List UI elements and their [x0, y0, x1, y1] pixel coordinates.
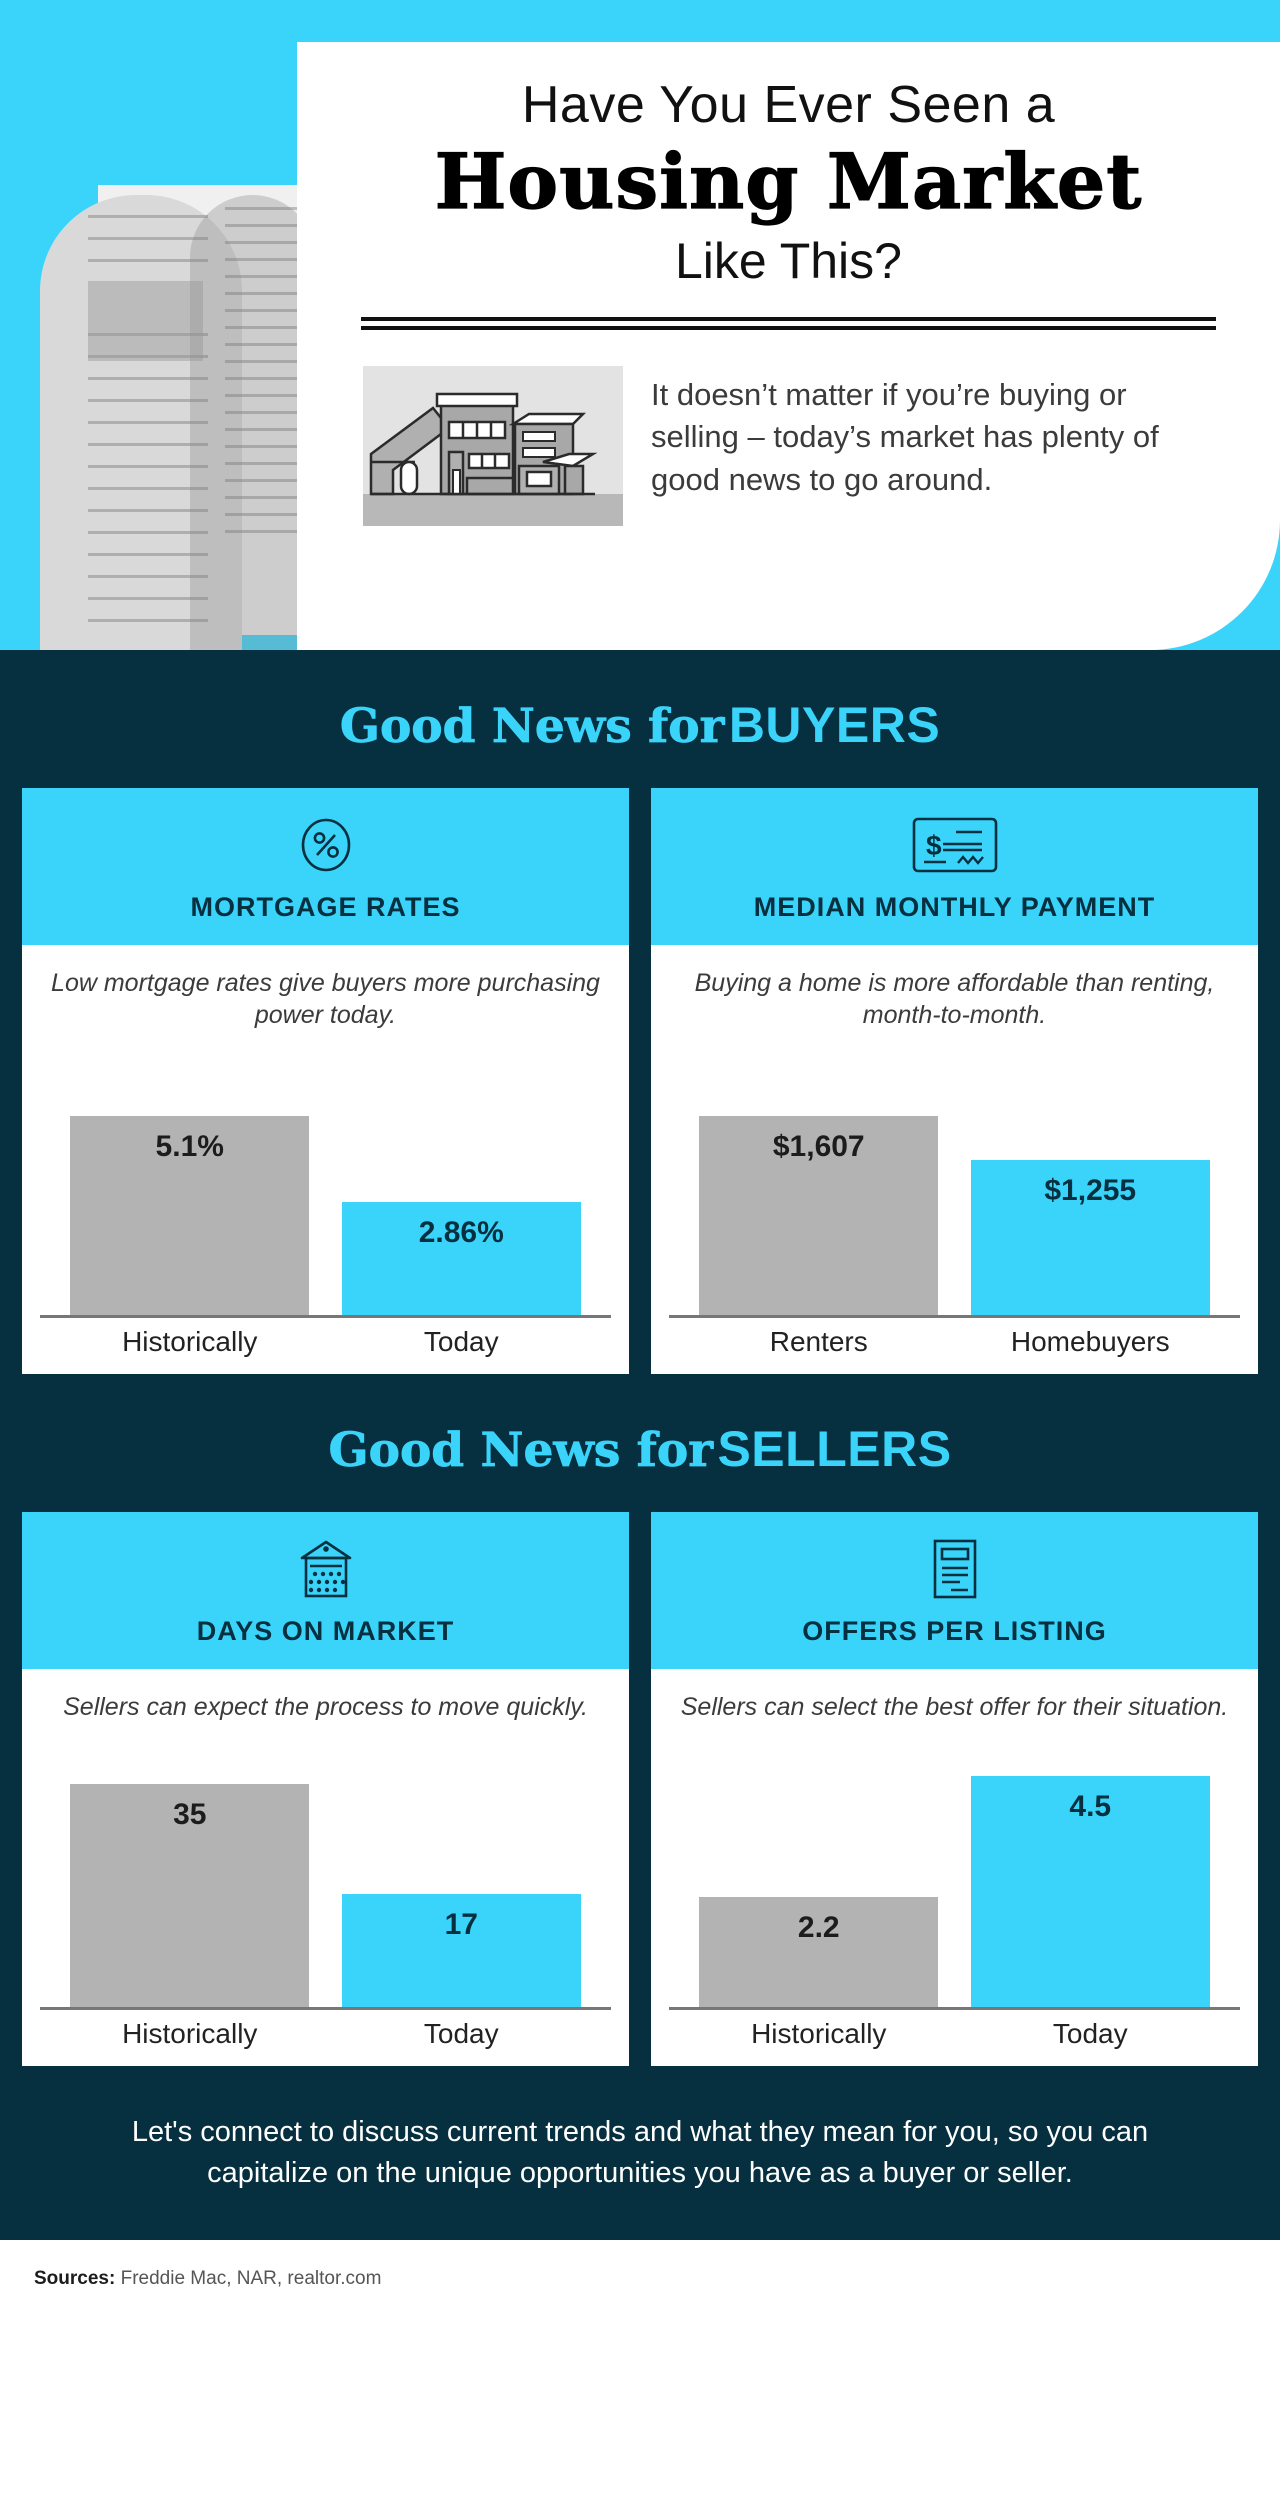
bar-renters: $1,607 — [699, 1115, 939, 1315]
card-title: OFFERS PER LISTING — [802, 1616, 1107, 1646]
axis-label: Today — [423, 2018, 499, 2049]
axis-label: Today — [423, 1326, 499, 1357]
axis-labels: Historically Today — [669, 2010, 1240, 2050]
section-heading-sellers: Good News for SELLERS — [0, 1374, 1280, 1512]
svg-text:$: $ — [926, 830, 942, 861]
hero-header: Have You Ever Seen a Housing Market Like… — [0, 0, 1280, 650]
card-subtitle: Buying a home is more affordable than re… — [694, 969, 1215, 1029]
section-heading-bold: BUYERS — [728, 697, 941, 753]
card-subtitle: Low mortgage rates give buyers more purc… — [51, 969, 600, 1029]
cards-row-sellers: DAYS ON MARKET Sellers can expect the pr… — [0, 1512, 1280, 2066]
bar-value: 35 — [173, 1798, 207, 1832]
bar-value: 5.1% — [155, 1129, 224, 1163]
card-offers-per-listing: OFFERS PER LISTING Sellers can select th… — [651, 1512, 1258, 2066]
bar-column: 2.2 — [699, 1745, 939, 2007]
axis-label: Homebuyers — [1010, 1326, 1170, 1357]
document-listing-icon — [661, 1538, 1248, 1600]
card-median-monthly-payment: $ MEDIAN MONTHLY PAYMENT Buying a home i… — [651, 788, 1258, 1374]
bar-value: 4.5 — [1069, 1790, 1112, 1824]
bar-column: $1,255 — [970, 1053, 1210, 1315]
axis-label: Renters — [769, 1326, 868, 1357]
card-header: OFFERS PER LISTING — [651, 1512, 1258, 1669]
card-mortgage-rates: MORTGAGE RATES Low mortgage rates give b… — [22, 788, 629, 1374]
title-divider — [361, 316, 1216, 330]
card-header: MORTGAGE RATES — [22, 788, 629, 945]
card-subtitle: Sellers can select the best offer for th… — [680, 1693, 1229, 1721]
card-body: Low mortgage rates give buyers more purc… — [22, 945, 629, 1374]
section-heading-bold: SELLERS — [717, 1421, 952, 1477]
card-body: Sellers can expect the process to move q… — [22, 1669, 629, 2066]
call-to-action-text: Let's connect to discuss current trends … — [131, 2116, 1149, 2190]
axis-labels: Historically Today — [40, 1318, 611, 1358]
bar-column: $1,607 — [699, 1053, 939, 1315]
card-header: $ MEDIAN MONTHLY PAYMENT — [651, 788, 1258, 945]
title-line-1: Have You Ever Seen a — [521, 76, 1056, 134]
bar-column: 4.5 — [970, 1745, 1210, 2007]
section-heading-script: Good News for — [328, 1423, 713, 1479]
axis-label: Historically — [122, 2018, 258, 2049]
main-content: Good News for BUYERS MORTGAGE RATES — [0, 650, 1280, 2241]
bar-value: 17 — [444, 1908, 478, 1942]
bar-historically: 5.1% — [70, 1115, 310, 1315]
calendar-hanging-icon — [32, 1538, 619, 1600]
card-body: Buying a home is more affordable than re… — [651, 945, 1258, 1374]
percent-circle-icon — [32, 814, 619, 876]
card-header: DAYS ON MARKET — [22, 1512, 629, 1669]
bar-historically: 35 — [70, 1784, 310, 2007]
bar-column: 5.1% — [70, 1053, 310, 1315]
section-heading-buyers: Good News for BUYERS — [0, 650, 1280, 788]
axis-label: Today — [1052, 2018, 1128, 2049]
axis-labels: Renters Homebuyers — [669, 1318, 1240, 1358]
intro-text: It doesn’t matter if you’re buying or se… — [651, 376, 1159, 498]
section-heading-script: Good News for — [339, 699, 725, 755]
bar-chart: 5.1% 2.86% — [40, 1053, 611, 1318]
title-line-2: Housing Market — [434, 136, 1143, 226]
bar-chart: 35 17 — [40, 1745, 611, 2010]
title-line-3: Like This? — [675, 232, 902, 289]
cards-row-buyers: MORTGAGE RATES Low mortgage rates give b… — [0, 788, 1280, 1374]
bar-chart: 2.2 4.5 — [669, 1745, 1240, 2010]
card-title: MORTGAGE RATES — [190, 892, 461, 922]
title-card: Have You Ever Seen a Housing Market Like… — [297, 42, 1280, 650]
house-neighborhood-illustration — [363, 365, 623, 526]
bar-column: 17 — [341, 1745, 581, 2007]
bar-homebuyers: $1,255 — [970, 1160, 1210, 1315]
sources-value: Freddie Mac, NAR, realtor.com — [120, 2268, 382, 2290]
card-title: MEDIAN MONTHLY PAYMENT — [753, 892, 1156, 922]
check-payment-icon: $ — [661, 814, 1248, 876]
bar-today: 17 — [341, 1894, 581, 2007]
bar-column: 35 — [70, 1745, 310, 2007]
sources-footer: Sources: Freddie Mac, NAR, realtor.com — [0, 2240, 1280, 2317]
bar-value: $1,607 — [772, 1129, 865, 1163]
bar-historically: 2.2 — [699, 1896, 939, 2007]
axis-label: Historically — [751, 2018, 887, 2049]
axis-labels: Historically Today — [40, 2010, 611, 2050]
axis-label: Historically — [122, 1326, 258, 1357]
card-body: Sellers can select the best offer for th… — [651, 1669, 1258, 2066]
intro-block: It doesn’t matter if you’re buying or se… — [355, 365, 1222, 526]
newspaper-illustration — [40, 185, 315, 650]
bar-chart: $1,607 $1,255 — [669, 1053, 1240, 1318]
bar-today: 2.86% — [341, 1202, 581, 1315]
card-subtitle: Sellers can expect the process to move q… — [63, 1693, 588, 1721]
bar-today: 4.5 — [970, 1776, 1210, 2007]
sources-label: Sources: — [34, 2268, 116, 2290]
card-title: DAYS ON MARKET — [196, 1616, 455, 1646]
card-days-on-market: DAYS ON MARKET Sellers can expect the pr… — [22, 1512, 629, 2066]
bar-value: 2.2 — [797, 1910, 840, 1944]
bar-value: $1,255 — [1044, 1174, 1137, 1208]
bar-column: 2.86% — [341, 1053, 581, 1315]
bar-value: 2.86% — [418, 1216, 504, 1250]
